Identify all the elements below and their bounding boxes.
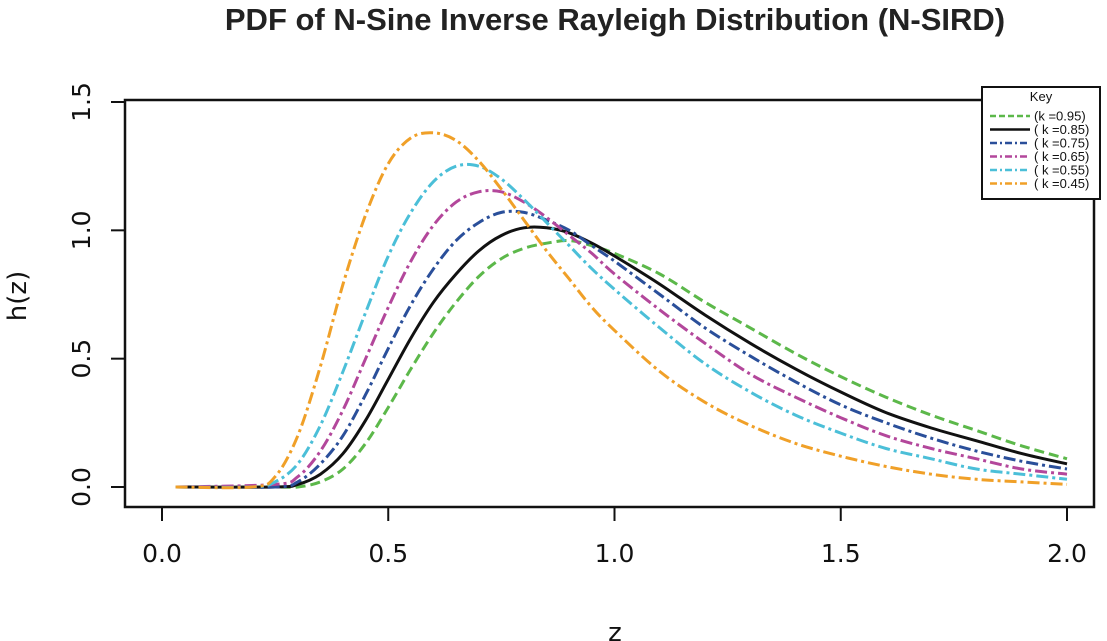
x-tick-label: 2.0 — [1047, 539, 1087, 568]
series-line-1 — [175, 225, 1068, 489]
x-axis-label: z — [608, 618, 622, 641]
chart-title: PDF of N-Sine Inverse Rayleigh Distribut… — [225, 2, 1005, 37]
plot-frame — [123, 98, 1096, 509]
x-tick-label: 1.5 — [821, 539, 861, 568]
legend-label-5: ( k =0.45) — [1034, 176, 1089, 191]
y-tick-label: 1.0 — [67, 210, 96, 250]
y-tick-label: 0.0 — [67, 467, 96, 507]
y-axis: 0.0 0.5 1.0 1.5 — [67, 82, 126, 507]
series-layer — [175, 131, 1068, 490]
y-tick-label: 1.5 — [67, 82, 96, 122]
legend-label-4: ( k =0.55) — [1034, 163, 1089, 178]
series-line-5 — [175, 131, 1068, 490]
x-tick-label: 0.0 — [142, 539, 182, 568]
legend-label-3: ( k =0.65) — [1034, 149, 1089, 164]
legend-items: (k =0.95)( k =0.85)( k =0.75)( k =0.65)(… — [990, 109, 1089, 191]
series-line-0 — [175, 239, 1068, 489]
series-line-3 — [175, 189, 1068, 489]
legend: Key (k =0.95)( k =0.85)( k =0.75)( k =0.… — [981, 86, 1101, 200]
x-axis: 0.0 0.5 1.0 1.5 2.0 — [142, 506, 1087, 568]
series-line-2 — [175, 209, 1068, 489]
legend-label-1: ( k =0.85) — [1034, 122, 1089, 137]
legend-title: Key — [1030, 89, 1053, 104]
x-tick-label: 0.5 — [368, 539, 408, 568]
y-axis-label: h(z) — [3, 271, 33, 321]
series-line-4 — [175, 162, 1068, 489]
y-tick-label: 0.5 — [67, 339, 96, 379]
x-tick-label: 1.0 — [595, 539, 635, 568]
legend-label-2: ( k =0.75) — [1034, 136, 1089, 151]
legend-label-0: (k =0.95) — [1034, 109, 1086, 124]
